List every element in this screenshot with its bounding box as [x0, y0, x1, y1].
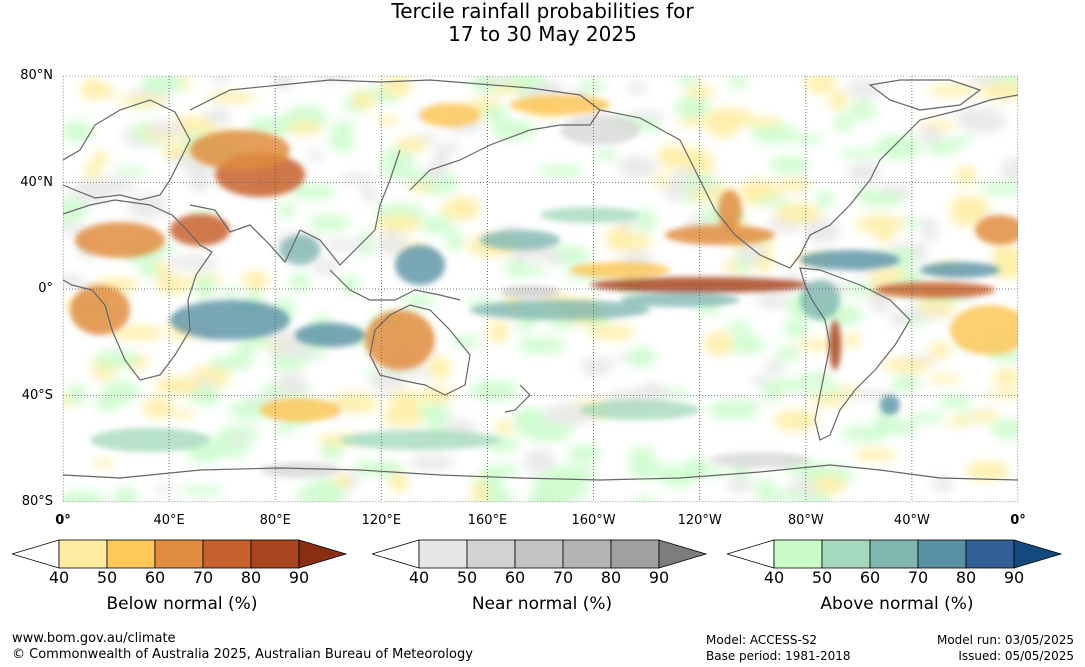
- colorbar-tick: 40: [408, 568, 430, 587]
- colorbar-cell: [773, 539, 823, 569]
- colorbar-tick: 40: [48, 568, 70, 587]
- title-line-2: 17 to 30 May 2025: [448, 22, 637, 46]
- lat-label: 40°N: [20, 174, 53, 190]
- coast-europe: [63, 99, 191, 201]
- footer-base-period: Base period: 1981-2018: [706, 649, 851, 663]
- lon-label: 80°E: [259, 513, 291, 528]
- lat-label: 40°S: [21, 387, 53, 403]
- colorbar-tick: 60: [144, 568, 166, 587]
- colorbar-cell: [869, 539, 919, 569]
- coast-asia-north: [189, 79, 601, 191]
- colorbar-tick: 90: [648, 568, 670, 587]
- colorbar-tick: 70: [552, 568, 574, 587]
- colorbar-tick: 90: [288, 568, 310, 587]
- coastlines: [63, 79, 1018, 481]
- colorbar-label: Below normal (%): [106, 594, 258, 614]
- colorbar-cell: [250, 539, 300, 569]
- colorbar-tick: 60: [504, 568, 526, 587]
- lon-label: 40°W: [893, 513, 930, 528]
- lon-label: 120°W: [677, 513, 722, 528]
- footer-issued: Issued: 05/05/2025: [958, 649, 1074, 663]
- colorbar-low-end: [372, 539, 420, 569]
- lon-label: 160°W: [571, 513, 616, 528]
- lat-label: 0°: [38, 281, 53, 296]
- colorbar-tick: 80: [955, 568, 977, 587]
- coast-antarctica: [63, 464, 1018, 481]
- colorbar-below: [12, 539, 348, 569]
- colorbar-cell: [106, 539, 156, 569]
- colorbar-cell: [154, 539, 204, 569]
- colorbar-tick: 80: [600, 568, 622, 587]
- colorbar-cell: [965, 539, 1015, 569]
- footer-dates: Model run: 03/05/2025 Issued: 05/05/2025: [937, 632, 1074, 664]
- graticule: [63, 76, 1018, 502]
- colorbar-above: [727, 539, 1063, 569]
- map-title: Tercile rainfall probabilities for 17 to…: [0, 0, 1085, 46]
- probability-field: [63, 76, 1018, 502]
- coast-nz: [504, 384, 531, 413]
- colorbar-cell: [202, 539, 252, 569]
- colorbar-low-end: [727, 539, 775, 569]
- lon-label: 160°E: [467, 513, 508, 528]
- colorbar-tick: 70: [192, 568, 214, 587]
- coast-north-america: [599, 94, 1018, 269]
- footer-model: Model: ACCESS-S2 Base period: 1981-2018: [706, 632, 851, 664]
- colorbar-high-end: [658, 539, 708, 569]
- colorbar-cell: [917, 539, 967, 569]
- coast-greenland: [868, 79, 982, 111]
- colorbar-cell: [821, 539, 871, 569]
- lon-label: 120°E: [361, 513, 402, 528]
- colorbar-tick: 50: [456, 568, 478, 587]
- coast-africa: [63, 199, 213, 381]
- lat-label: 80°S: [21, 494, 53, 509]
- coast-indonesia: [329, 269, 461, 301]
- colorbar-low-end: [12, 539, 60, 569]
- scale-near: 40 50 60 70 80 90 Near normal (%): [372, 538, 712, 614]
- colorbar-tick: 50: [96, 568, 118, 587]
- lat-label: 80°N: [20, 68, 53, 83]
- coast-south-america: [799, 267, 911, 441]
- colorbar-tick: 50: [811, 568, 833, 587]
- colorbar-label: Above normal (%): [820, 594, 974, 614]
- colorbar-high-end: [1013, 539, 1063, 569]
- map-frame: [62, 75, 1019, 503]
- colorbar-tick: 40: [763, 568, 785, 587]
- footer-url: www.bom.gov.au/climate: [12, 631, 176, 646]
- title-line-1: Tercile rainfall probabilities for: [391, 0, 694, 23]
- colorbar-cell: [418, 539, 468, 569]
- colorbar-cell: [58, 539, 108, 569]
- footer-copyright: © Commonwealth of Australia 2025, Austra…: [12, 647, 473, 662]
- colorbar-high-end: [298, 539, 348, 569]
- lon-label: 0°: [1010, 513, 1026, 528]
- colorbar-tick: 90: [1003, 568, 1025, 587]
- colorbar-near: [372, 539, 708, 569]
- lon-label: 0°: [55, 513, 71, 528]
- coast-asia-south: [189, 149, 401, 266]
- scale-above: 40 50 60 70 80 90 Above normal (%): [727, 538, 1067, 614]
- colorbar-label: Near normal (%): [471, 594, 613, 614]
- colorbar-cell: [562, 539, 612, 569]
- colorbar-cell: [514, 539, 564, 569]
- scale-below: 40 50 60 70 80 90 Below normal (%): [12, 538, 352, 614]
- colorbar-tick: 70: [907, 568, 929, 587]
- colorbar-tick: 60: [859, 568, 881, 587]
- lon-label: 80°W: [787, 513, 824, 528]
- coast-australia: [369, 304, 471, 396]
- colorbar-cell: [610, 539, 660, 569]
- colorbar-tick: 80: [240, 568, 262, 587]
- footer-model-run: Model run: 03/05/2025: [936, 633, 1074, 647]
- footer-model-name: Model: ACCESS-S2: [706, 633, 818, 647]
- lon-label: 40°E: [153, 513, 185, 528]
- colorbar-cell: [466, 539, 516, 569]
- footer-left: www.bom.gov.au/climate © Commonwealth of…: [12, 631, 473, 663]
